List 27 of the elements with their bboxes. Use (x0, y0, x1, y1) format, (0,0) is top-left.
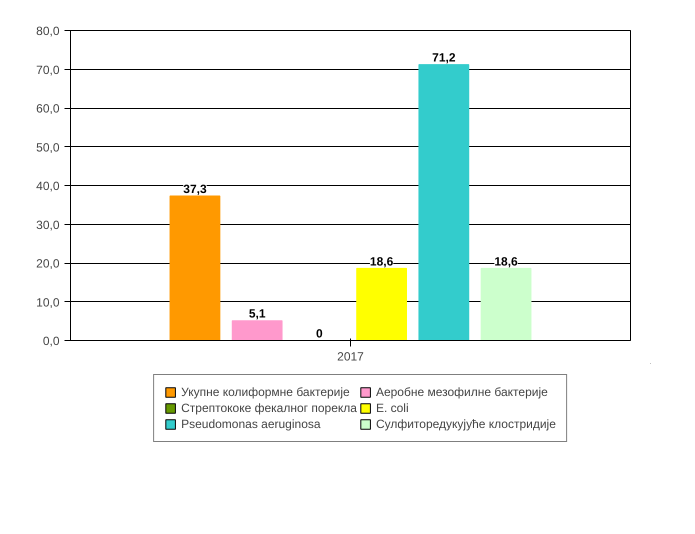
y-tick-label: 10,0 (36, 295, 60, 310)
y-tick-label: 20,0 (36, 256, 60, 270)
data-label: 37,3 (183, 182, 207, 196)
data-label: 71,2 (432, 50, 456, 65)
legend-label: Сулфиторедукујуће клостридије (376, 417, 556, 431)
data-label: 18,6 (494, 254, 518, 268)
legend-label: E. coli (376, 401, 409, 415)
legend-label: Аеробне мезофилне бактерије (376, 385, 548, 399)
y-tick-label: 50,0 (36, 140, 60, 154)
y-tick-label: 80,0 (36, 24, 60, 38)
bar (418, 64, 470, 340)
bar (480, 268, 532, 340)
y-tick-label: 30,0 (36, 218, 60, 232)
legend-label: Укупне колиформне бактерије (181, 385, 350, 399)
y-tick-label: 40,0 (36, 179, 60, 193)
y-tick-label: 70,0 (36, 62, 60, 77)
data-label: 0 (316, 326, 324, 340)
bar (170, 195, 220, 340)
bar (356, 268, 407, 340)
legend-label: Стрептококе фекалног порекла (181, 401, 357, 415)
y-tick-label: 0,0 (42, 334, 60, 348)
y-tick-label: 60,0 (36, 102, 60, 116)
bar (232, 320, 283, 340)
data-label: 18,6 (370, 254, 394, 268)
legend-label: Pseudomonas aeruginosa (181, 417, 321, 431)
x-tick-label: 2017 (337, 350, 364, 364)
data-label: 5,1 (248, 306, 266, 321)
